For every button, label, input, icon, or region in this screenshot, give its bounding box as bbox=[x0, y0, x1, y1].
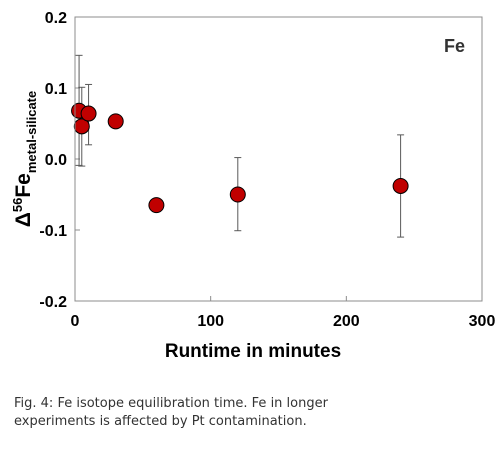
figure-caption: Fig. 4: Fe isotope equilibration time. F… bbox=[14, 395, 484, 431]
x-tick-labels: 0 100 200 300 bbox=[71, 313, 496, 330]
caption-line-2: experiments is affected by Pt contaminat… bbox=[14, 414, 307, 429]
caption-line-1: Fig. 4: Fe isotope equilibration time. F… bbox=[14, 396, 328, 411]
error-bars bbox=[75, 54, 405, 238]
x-tick-label: 300 bbox=[469, 313, 496, 330]
y-tick-label: -0.1 bbox=[39, 223, 67, 240]
data-point bbox=[148, 197, 165, 214]
plot-area-frame bbox=[74, 16, 483, 302]
y-tick-labels: -0.2 -0.1 0.0 0.1 0.2 bbox=[39, 10, 67, 311]
y-axis-label-base: Δ bbox=[12, 212, 35, 227]
data-point bbox=[229, 186, 246, 203]
x-tick-label: 200 bbox=[333, 313, 360, 330]
x-tick-label: 0 bbox=[71, 313, 80, 330]
y-axis-label-sup: 56 bbox=[10, 198, 25, 212]
y-axis-label: Δ56Femetal-silicate bbox=[10, 91, 39, 227]
y-tick-label: -0.2 bbox=[39, 294, 67, 311]
ticks-layer bbox=[74, 16, 483, 302]
data-point bbox=[80, 105, 97, 122]
series-annotation: Fe bbox=[444, 36, 465, 56]
y-tick-label: 0.2 bbox=[45, 10, 67, 27]
x-tick-label: 100 bbox=[197, 313, 224, 330]
x-axis-label: Runtime in minutes bbox=[165, 341, 341, 362]
y-axis-label-main: Fe bbox=[12, 173, 35, 198]
data-point bbox=[392, 177, 409, 194]
data-point bbox=[73, 118, 90, 135]
y-tick-label: 0.1 bbox=[45, 81, 67, 98]
data-point bbox=[107, 113, 124, 130]
y-axis-label-sub: metal-silicate bbox=[24, 91, 39, 173]
y-tick-label: 0.0 bbox=[45, 152, 67, 169]
scatter-chart: -0.2 -0.1 0.0 0.1 0.2 0 100 200 300 Fe Runtime … bbox=[10, 10, 496, 362]
